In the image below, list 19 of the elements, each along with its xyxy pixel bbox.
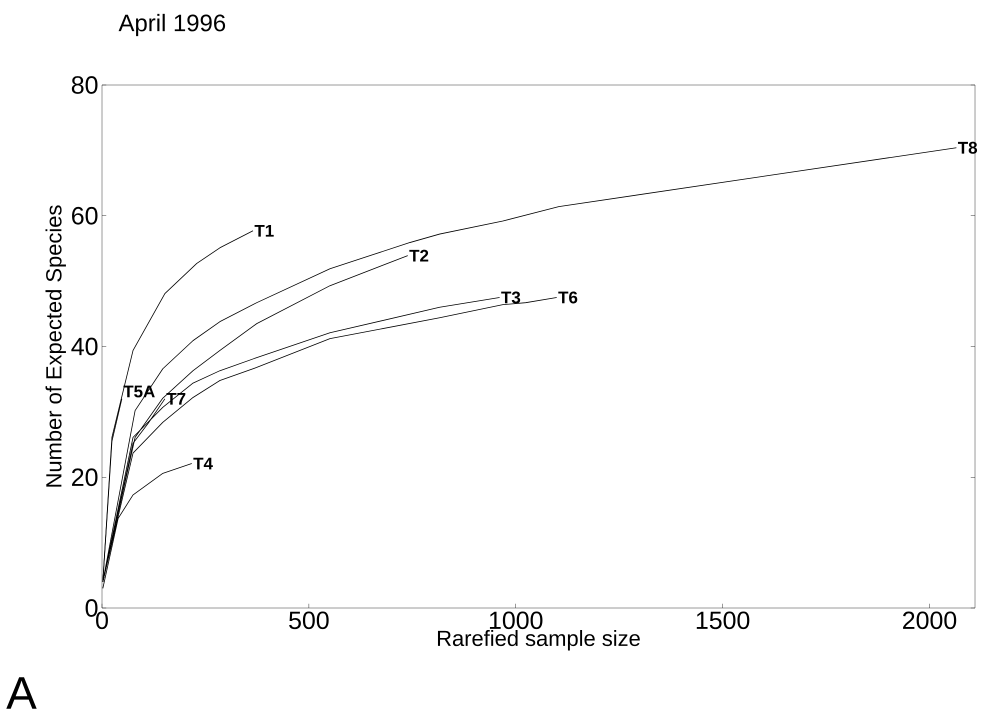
series-label: T2 xyxy=(409,250,428,262)
x-tick-label: 500 xyxy=(289,612,329,630)
y-axis-title: Number of Expected Species xyxy=(45,205,66,487)
x-tick-label: 1000 xyxy=(490,612,542,630)
x-tick-label: 2000 xyxy=(903,612,956,630)
series-label: T8 xyxy=(958,142,978,154)
series-label: T6 xyxy=(558,291,578,304)
y-tick-label: 0 xyxy=(86,599,98,617)
x-axis-title: Rarefied sample size xyxy=(438,630,640,650)
y-tick-label: 20 xyxy=(72,468,98,486)
x-tick-label: 1500 xyxy=(696,612,750,630)
text: A xyxy=(6,677,37,709)
chart-title: April 1996 xyxy=(118,14,226,36)
series-label: T3 xyxy=(501,291,520,304)
y-tick-label: 40 xyxy=(71,338,98,356)
series-label: T4 xyxy=(193,458,213,470)
y-tick-label: 80 xyxy=(72,76,98,94)
y-tick-label: 60 xyxy=(72,206,98,225)
series-label: T1 xyxy=(254,224,274,237)
